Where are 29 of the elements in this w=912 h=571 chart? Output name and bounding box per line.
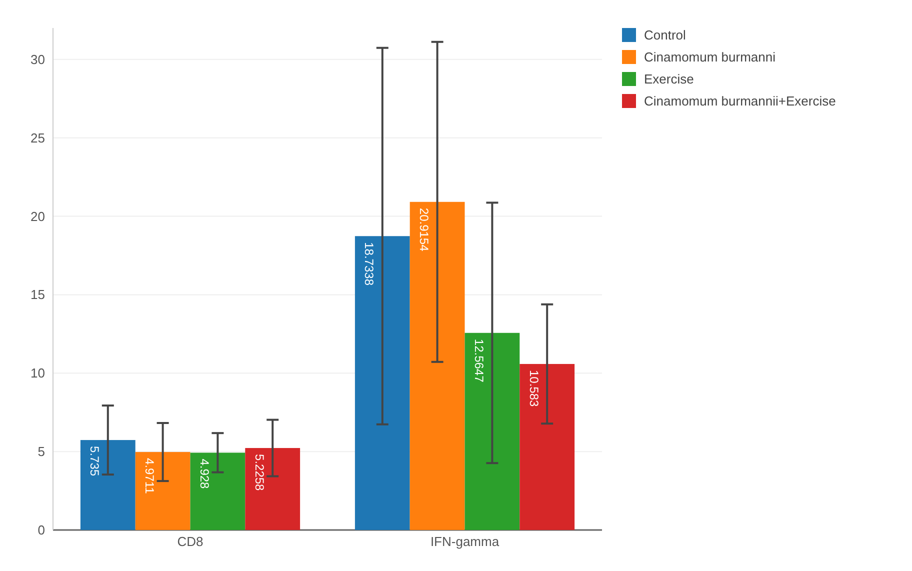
bar [190, 452, 246, 530]
data-label: 4.928 [198, 458, 212, 490]
data-label: 5.735 [88, 446, 102, 476]
y-tick-label: 5 [38, 444, 45, 460]
legend-label: Cinamomum burmannii+Exercise [644, 94, 836, 109]
legend-label: Control [644, 28, 686, 43]
data-label: 12.5647 [472, 338, 486, 383]
y-tick-label: 10 [30, 366, 45, 381]
bar [410, 202, 465, 530]
legend-label: Exercise [644, 72, 694, 87]
y-tick-label: 25 [30, 130, 45, 146]
data-label: 18.7338 [362, 242, 376, 286]
x-tick-label: CD8 [177, 534, 204, 549]
legend-label: Cinamomum burmanni [644, 50, 776, 65]
data-label: 4.9711 [142, 458, 157, 494]
y-tick-label: 30 [30, 52, 45, 67]
data-label: 5.2258 [252, 454, 266, 492]
bar [354, 236, 410, 530]
bar [135, 452, 190, 530]
y-tick-label: 0 [38, 522, 45, 538]
data-label: 20.9154 [417, 208, 432, 252]
x-tick-label: IFN-gamma [430, 534, 500, 549]
bar [464, 332, 520, 530]
bar [80, 440, 136, 530]
bar [245, 448, 300, 530]
data-label: 10.583 [526, 370, 541, 408]
y-tick-label: 20 [30, 208, 45, 224]
y-tick-label: 15 [30, 287, 45, 302]
bar [520, 364, 575, 530]
